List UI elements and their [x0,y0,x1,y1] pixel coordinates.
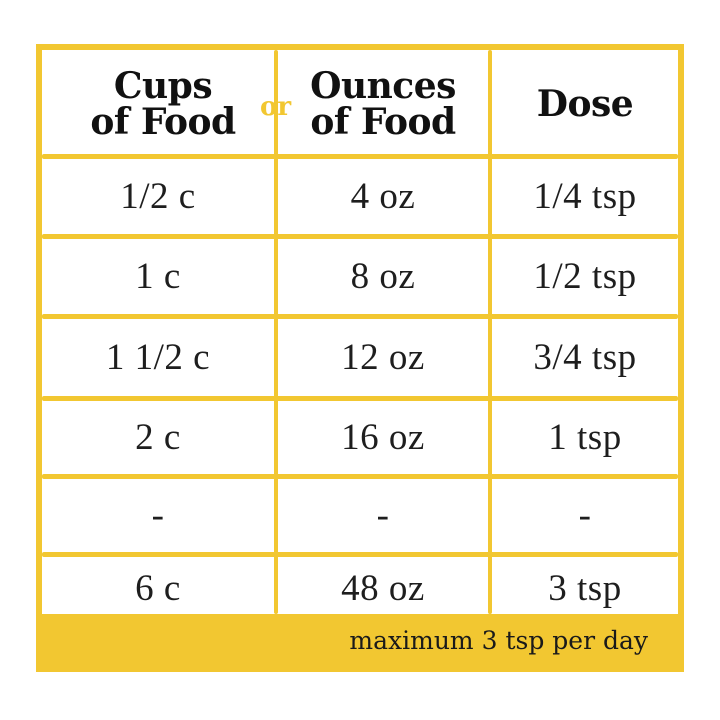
table-cell-cups: 1/2 c [120,175,196,217]
table-cell-ounces: 12 oz [341,336,425,378]
row-divider [42,396,678,401]
table-cell-ounces: - [376,494,390,536]
header-ounces-line2: of Food [310,101,456,143]
row-divider [42,552,678,557]
table-cell-cups: 1 c [135,255,181,297]
header-dose: Dose [492,56,678,152]
table-cell-ounces: 8 oz [350,255,416,297]
header-ounces-line1: Ounces [310,65,456,107]
table-cell-ounces: 48 oz [341,567,425,609]
row-divider [42,474,678,479]
table-cell-cups: 2 c [135,416,181,458]
or-connector: or [260,92,292,122]
table-cell-cups: 6 c [135,567,181,609]
table-cell-dose: 1/4 tsp [533,175,637,217]
table-cell-ounces: 4 oz [350,175,416,217]
row-divider [42,314,678,319]
table-cell-dose: 3/4 tsp [533,336,637,378]
footer-banner: maximum 3 tsp per day [42,614,678,666]
table-cell-dose: - [578,494,592,536]
header-cups-of-food: Cups of Food [42,56,274,152]
column-divider [274,50,278,614]
header-dose-label: Dose [536,83,634,125]
dosage-chart: Cups of Food or Ounces of Food Dose 1/2 … [36,44,684,672]
table-cell-cups: 1 1/2 c [105,336,211,378]
dosage-table: Cups of Food or Ounces of Food Dose 1/2 … [42,50,678,614]
table-cell-dose: 3 tsp [548,567,622,609]
footer-note: maximum 3 tsp per day [349,625,648,655]
row-divider [42,154,678,159]
column-divider [488,50,492,614]
table-cell-cups: - [151,494,165,536]
header-ounces-of-food: Ounces of Food [278,56,488,152]
table-cell-ounces: 16 oz [341,416,425,458]
header-cups-line1: Cups [113,65,213,107]
table-cell-dose: 1 tsp [548,416,622,458]
header-cups-line2: of Food [90,101,236,143]
table-cell-dose: 1/2 tsp [533,255,637,297]
row-divider [42,234,678,239]
